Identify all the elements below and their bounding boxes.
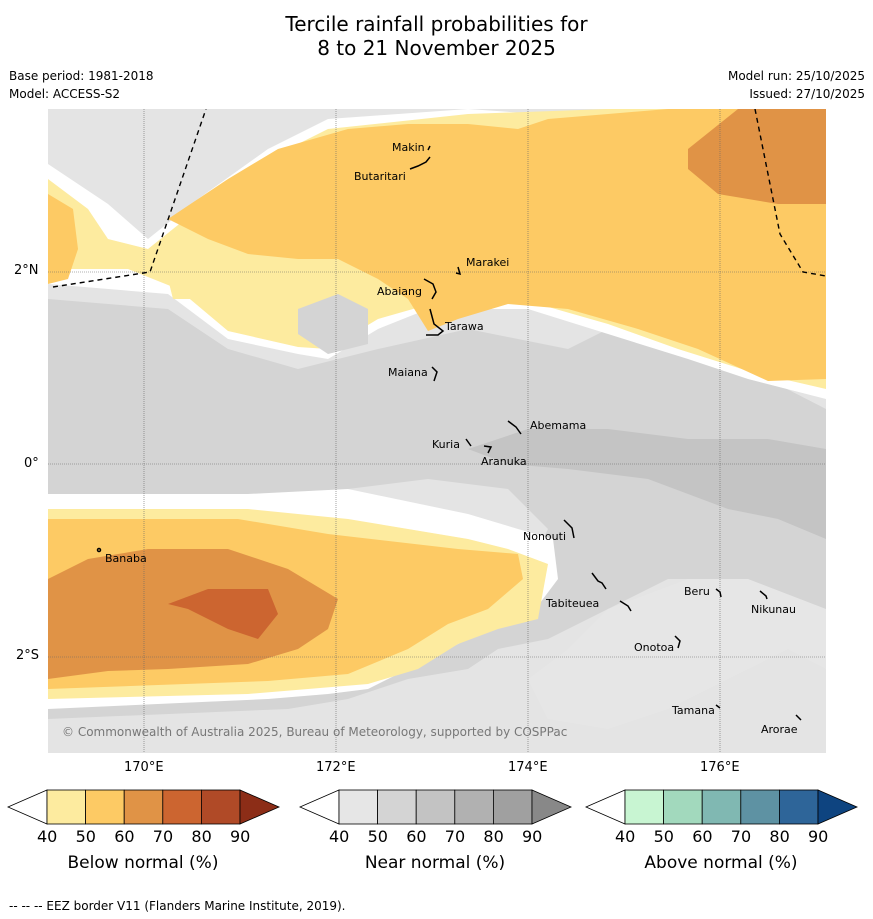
colorbar-segment <box>123 789 164 825</box>
model-run: Model run: 25/10/2025 <box>727 69 865 83</box>
colorbar-segment <box>454 789 494 825</box>
colorbar-tick-label: 80 <box>191 827 212 846</box>
place-label-beru: Beru <box>684 585 710 598</box>
colorbar-tick-label: 50 <box>75 827 96 846</box>
colorbar-segment <box>779 789 819 825</box>
title-line-1: Tercile rainfall probabilities for <box>285 12 588 36</box>
colorbar-tick-label: 70 <box>730 827 752 846</box>
place-label-nikunau: Nikunau <box>751 603 796 616</box>
lon-label-176e: 176°E <box>700 760 740 775</box>
place-label-makin: Makin <box>392 141 425 154</box>
below-normal-50-north <box>168 109 826 381</box>
colorbar-segment <box>46 789 86 825</box>
near-normal-patch-c <box>48 109 198 199</box>
colorbar-under-triangle <box>584 789 626 825</box>
colorbar-tick-label: 70 <box>444 827 466 846</box>
title-line-2: 8 to 21 November 2025 <box>317 36 556 60</box>
lon-label-172e: 172°E <box>316 760 356 775</box>
lat-label-0: 0° <box>24 456 39 471</box>
colorbar-segment <box>377 789 417 825</box>
place-label-aranuka: Aranuka <box>481 455 527 468</box>
colorbar-segment <box>85 789 125 825</box>
place-label-tabiteuea: Tabiteuea <box>545 597 599 610</box>
colorbar-label-near: Near normal (%) <box>364 853 506 873</box>
colorbar-near-normal <box>298 789 573 825</box>
eez-note: -- -- -- EEZ border V11 (Flanders Marine… <box>9 899 346 913</box>
below-normal-60-south <box>48 549 338 679</box>
metadata-left: Base period: 1981-2018 Model: ACCESS-S2 <box>9 67 154 103</box>
place-label-nonouti: Nonouti <box>523 530 566 543</box>
colorbar-below-normal <box>6 789 281 825</box>
colorbar-segment <box>701 789 742 825</box>
colorbar-segment <box>663 789 703 825</box>
colorbar-tick-label: 60 <box>692 827 713 846</box>
eez-border <box>52 109 826 288</box>
colorbar-above-normal <box>584 789 859 825</box>
map-title: Tercile rainfall probabilities for 8 to … <box>0 12 873 60</box>
place-label-maiana: Maiana <box>388 366 428 379</box>
lat-label-2n: 2°N <box>14 263 39 278</box>
lon-label-170e: 170°E <box>124 760 164 775</box>
colorbar-tick-label: 40 <box>37 827 58 846</box>
issued-date: Issued: 27/10/2025 <box>749 87 865 101</box>
colorbar-segment <box>162 789 202 825</box>
colorbar-over-triangle <box>239 789 281 825</box>
below-normal-50-west <box>48 194 78 284</box>
near-normal-lightbottom <box>528 579 826 729</box>
place-label-tarawa: Tarawa <box>444 320 484 333</box>
colorbar-tick-label: 90 <box>522 827 543 846</box>
colorbar-tick-label: 40 <box>329 827 350 846</box>
place-label-tamana: Tamana <box>671 704 715 717</box>
colorbar-under-triangle <box>6 789 48 825</box>
colorbar-tick-label: 90 <box>230 827 251 846</box>
lon-label-174e: 174°E <box>508 760 548 775</box>
colorbar-tick-label: 60 <box>114 827 135 846</box>
colorbar-tick-label: 90 <box>808 827 829 846</box>
colorbar-tick-label: 70 <box>152 827 174 846</box>
place-label-kuria: Kuria <box>432 438 460 451</box>
below-normal-patch-b <box>168 264 223 299</box>
place-label-marakei: Marakei <box>466 256 509 269</box>
colorbar-under-triangle <box>298 789 340 825</box>
colorbars <box>6 789 859 825</box>
colorbar-segment <box>624 789 664 825</box>
place-label-butaritari: Butaritari <box>354 170 406 183</box>
colorbar-tick-label: 80 <box>769 827 790 846</box>
place-label-onotoa: Onotoa <box>634 641 674 654</box>
forecast-map[interactable]: Makin Butaritari Marakei Abaiang Tarawa … <box>48 109 826 753</box>
colorbar-segment <box>740 789 780 825</box>
metadata-right: Model run: 25/10/2025 Issued: 27/10/2025 <box>728 67 865 103</box>
colorbar-tick-label: 80 <box>483 827 504 846</box>
lat-label-2s: 2°S <box>16 648 40 663</box>
gridlines <box>48 109 826 753</box>
colorbar-label-above: Above normal (%) <box>644 853 798 873</box>
colorbar-over-triangle <box>531 789 573 825</box>
colorbar-over-triangle <box>817 789 859 825</box>
place-label-banaba: Banaba <box>105 552 147 565</box>
colorbar-tick-label: 60 <box>406 827 427 846</box>
copyright-notice: © Commonwealth of Australia 2025, Bureau… <box>62 725 567 739</box>
colorbar-label-below: Below normal (%) <box>67 853 219 873</box>
near-normal-60-region <box>468 429 826 539</box>
place-label-abemama: Abemama <box>530 419 586 432</box>
base-period: Base period: 1981-2018 <box>9 69 154 83</box>
model-name: Model: ACCESS-S2 <box>9 87 121 101</box>
below-normal-70-south <box>168 589 278 639</box>
colorbar-tick-label: 50 <box>367 827 388 846</box>
near-normal-patch-a <box>298 294 368 354</box>
below-normal-60-northeast <box>688 109 826 204</box>
colorbar-segment <box>415 789 456 825</box>
islands <box>96 145 802 721</box>
place-label-abaiang: Abaiang <box>377 285 422 298</box>
place-label-arorae: Arorae <box>761 723 798 736</box>
colorbar-tick-label: 40 <box>615 827 636 846</box>
colorbar-segment <box>200 789 241 825</box>
colorbar-segment <box>492 789 533 825</box>
colorbar-segment <box>338 789 378 825</box>
colorbar-tick-label: 50 <box>653 827 674 846</box>
